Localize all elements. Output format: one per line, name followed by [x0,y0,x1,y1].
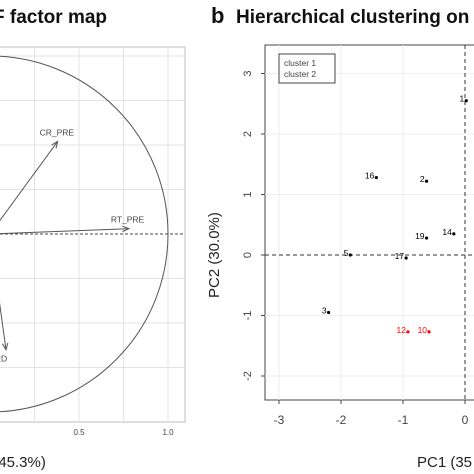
point-3 [327,310,331,315]
legend-box [278,53,336,84]
point-14 [452,232,456,236]
clustering-y-axis-label: PC2 (30.0%) [206,212,223,298]
arrow-rt-pre [0,228,129,235]
factor-map-x-tick-labels: 0.5 1.0 [73,428,174,437]
arrow-r-rd [0,302,7,350]
clustering-x-tick-labels: -3 -2 -1 0 [274,400,469,427]
point-label-3: 3 [322,305,327,315]
x-tick-label: -1 [398,413,409,427]
clustering-legend: cluster 1 cluster 2 [278,53,336,84]
arrowhead-r-rd [2,342,9,351]
point-16 [374,175,378,180]
y-tick-label: 0 [242,252,254,258]
arrowhead-rt-pre [122,225,131,233]
clustering-title: Hierarchical clustering on [236,7,469,28]
legend-entry-cluster-2: cluster 2 [284,69,316,79]
point-label-16: 16 [365,171,375,181]
x-tick-label: 0 [462,413,469,427]
factor-map-x-axis-label: Dim 1 (45.3%) [0,454,46,471]
arrow-label-rt-pre: RT_PRE [111,215,145,225]
clustering-y-tick-labels: -2 -1 0 1 2 3 [242,70,265,381]
point-label-1: 1 [460,94,465,104]
panel-letter-b: b [211,3,224,28]
point-label-5: 5 [344,248,349,258]
y-tick-label: 1 [242,191,254,197]
point-label-19: 19 [415,231,425,241]
x-tick-label: 0.5 [73,428,85,437]
x-tick-label: -3 [274,413,285,427]
y-tick-label: -2 [242,371,254,381]
clustering-plot-area [264,44,474,401]
arrowhead-cr-pre [51,140,59,149]
point-label-17: 17 [395,251,405,261]
y-tick-label: 2 [242,131,254,137]
point-17 [404,256,408,260]
arrow-cr-pre [0,141,59,222]
clustering-x-axis-label: PC1 (35 [417,454,472,471]
x-tick-label: -2 [336,413,347,427]
point-10 [427,330,431,334]
x-tick-label: 1.0 [162,428,174,437]
clustering-grid [265,45,474,400]
factor-map-panel: F factor map CR_PRE RT_PRE R_RD 0.5 1.0 Dim… [0,7,186,471]
point-19 [424,236,429,240]
clustering-panel: b Hierarchical clustering on 16 2 5 17 19 14 3… [206,3,474,471]
y-tick-label: 3 [242,70,254,76]
point-1 [464,99,468,103]
point-label-12: 12 [396,325,406,335]
factor-map-arrows: CR_PRE RT_PRE R_RD [0,127,145,364]
factor-map-title: F factor map [0,7,107,28]
point-label-10: 10 [418,325,428,335]
point-label-2: 2 [420,174,425,184]
legend-entry-cluster-1: cluster 1 [284,58,316,68]
point-12 [406,330,410,334]
point-2 [424,179,429,183]
point-label-14: 14 [442,227,452,237]
arrow-label-cr-pre: CR_PRE [40,127,75,137]
point-5 [348,253,352,257]
clustering-points: 16 2 5 17 19 14 3 1 12 10 [322,94,468,335]
arrow-label-r-rd: R_RD [0,354,7,364]
y-tick-label: -1 [242,311,254,321]
